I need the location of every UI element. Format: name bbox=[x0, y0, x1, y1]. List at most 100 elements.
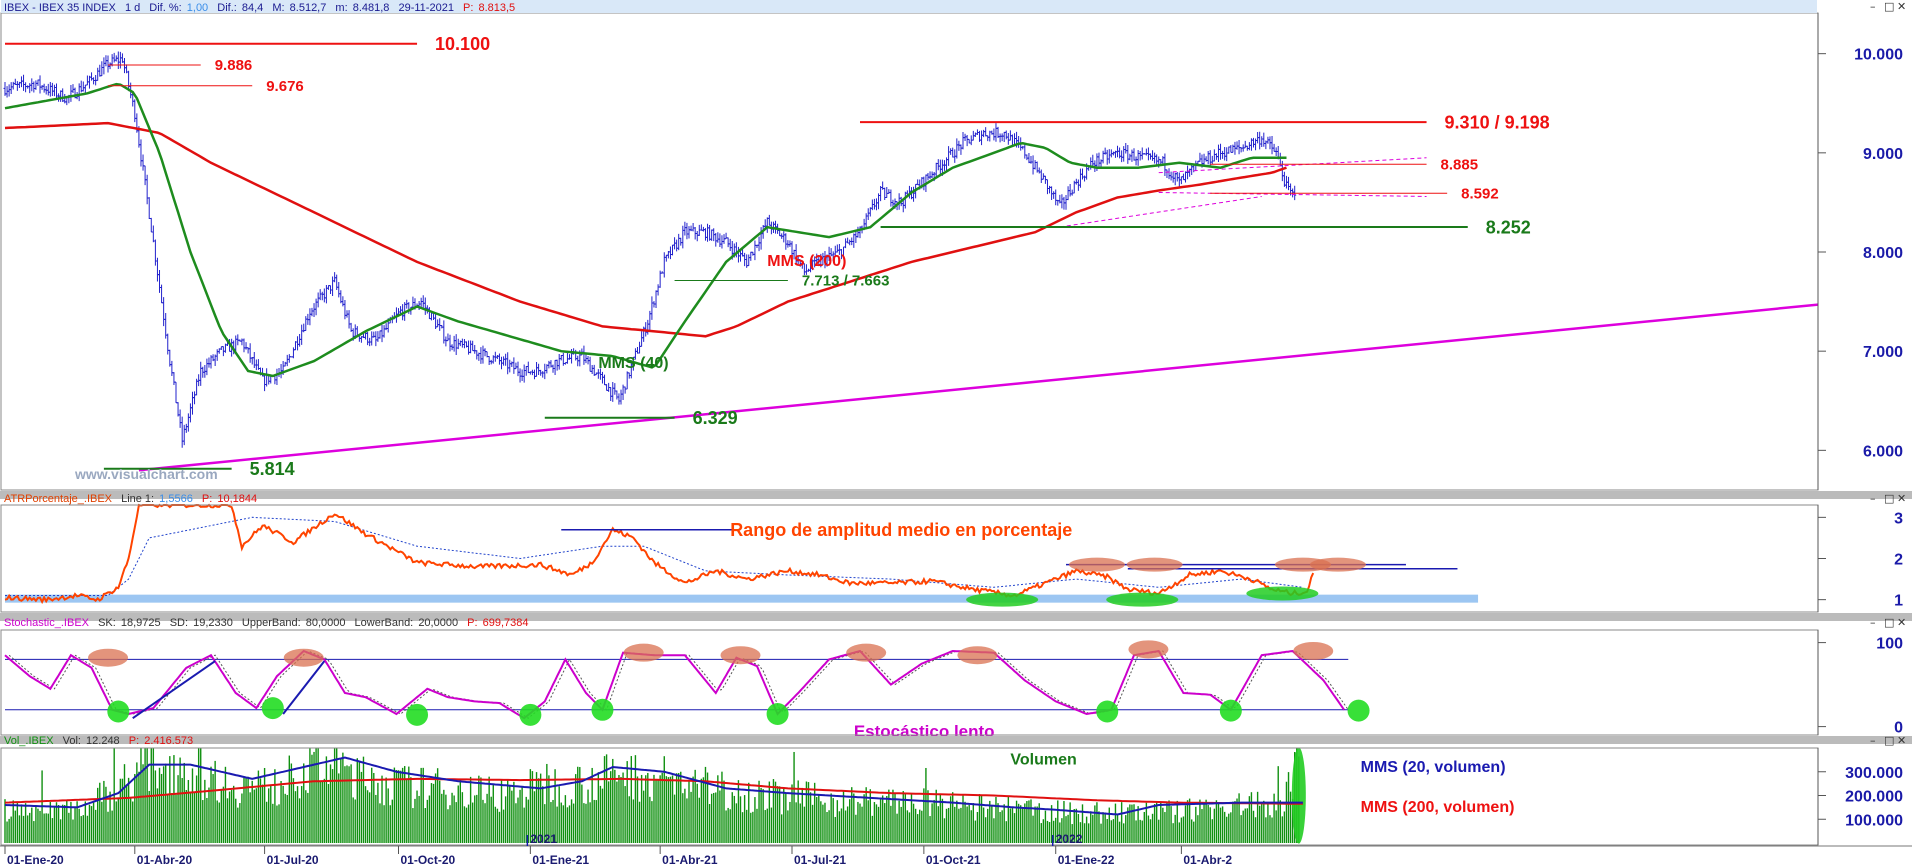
ohlc-bar bbox=[296, 336, 300, 351]
ohlc-bar bbox=[514, 362, 518, 370]
stoch-close-button[interactable]: ✕ bbox=[1897, 616, 1907, 629]
ohlc-bar bbox=[77, 83, 81, 102]
price-header: IBEX - IBEX 35 INDEX 1 d Dif. %: 1,00 Di… bbox=[4, 2, 515, 14]
ohlc-bar bbox=[679, 237, 683, 246]
atr-minimize-button[interactable]: – bbox=[1870, 492, 1876, 505]
stoch-oversold-marker bbox=[1219, 699, 1242, 722]
stoch-sk-line bbox=[4, 649, 1345, 720]
period: 1 d bbox=[125, 2, 140, 14]
ohlc-bar bbox=[1212, 149, 1216, 162]
ohlc-bar bbox=[376, 331, 380, 342]
atr-header: ATRPorcentaje_.IBEX Line 1: 1,5566 P: 10… bbox=[4, 493, 257, 505]
stoch-oversold-marker bbox=[766, 703, 789, 725]
stoch-restore-button[interactable]: □ bbox=[1884, 616, 1895, 629]
ohlc-bar bbox=[310, 307, 314, 317]
ohlc-bar bbox=[1074, 178, 1078, 185]
ohlc-bar bbox=[1171, 172, 1175, 183]
ohlc-bar bbox=[695, 231, 699, 242]
price-restore-button[interactable]: □ bbox=[1884, 0, 1895, 13]
level-label: 10.100 bbox=[435, 34, 490, 54]
ohlc-bar bbox=[520, 369, 524, 381]
stoch-p-value: 699,7384 bbox=[483, 617, 529, 629]
stoch-sd-value: 19,2330 bbox=[193, 617, 233, 629]
vol-minimize-button[interactable]: – bbox=[1870, 734, 1876, 747]
ohlc-bar bbox=[240, 338, 244, 346]
ohlc-bar bbox=[1017, 136, 1021, 148]
ohlc-bar bbox=[508, 359, 512, 373]
ohlc-bar bbox=[1031, 155, 1035, 175]
stoch-lb-value: 20,0000 bbox=[418, 617, 458, 629]
price-panel[interactable]: 6.000 7.000 8.000 9.000 10.000 10.100 9.886 9.6… bbox=[3, 34, 1904, 479]
min-label: m: bbox=[335, 2, 347, 14]
ohlc-bar bbox=[662, 252, 666, 278]
ohlc-bar bbox=[654, 290, 658, 309]
ohlc-bar bbox=[1118, 147, 1122, 159]
ohlc-bar bbox=[957, 140, 961, 151]
ohlc-bar bbox=[495, 355, 499, 360]
ohlc-bar bbox=[52, 84, 56, 97]
ohlc-bar bbox=[98, 64, 102, 77]
ohlc-bar bbox=[664, 254, 668, 262]
ohlc-bar bbox=[1210, 155, 1214, 165]
level-label: 9.310 / 9.198 bbox=[1445, 112, 1550, 132]
atr-restore-button[interactable]: □ bbox=[1884, 492, 1895, 505]
ohlc-bar bbox=[100, 61, 104, 77]
atr-panel[interactable]: 1 2 3 Rango de amplitud medio en porcentaje bbox=[4, 503, 1903, 610]
ohlc-bar bbox=[374, 331, 378, 347]
ohlc-bar bbox=[265, 368, 269, 387]
ohlc-bar bbox=[605, 384, 609, 391]
price-close-button[interactable]: ✕ bbox=[1897, 0, 1907, 13]
ohlc-bar bbox=[751, 251, 755, 256]
ohlc-bar bbox=[582, 345, 586, 365]
volume-axis-tick-label: 100.000 bbox=[1845, 812, 1903, 829]
volume-panel[interactable]: 100.000 200.000 300.000 Volumen MMS (20, vol… bbox=[4, 747, 1903, 844]
price-minimize-button[interactable]: – bbox=[1870, 0, 1876, 13]
ohlc-bar bbox=[1105, 149, 1109, 165]
ohlc-bar bbox=[687, 226, 691, 239]
ohlc-bar bbox=[320, 291, 324, 301]
ohlc-bar bbox=[753, 240, 757, 261]
ohlc-bar bbox=[992, 128, 996, 141]
ohlc-bar bbox=[553, 359, 557, 375]
ohlc-bar bbox=[182, 424, 186, 446]
ohlc-bar bbox=[215, 349, 219, 361]
ohlc-bar bbox=[1124, 143, 1128, 154]
atr-high-marker bbox=[1309, 557, 1366, 572]
ohlc-bar bbox=[90, 72, 94, 81]
ohlc-bar bbox=[1173, 172, 1177, 186]
ohlc-bar bbox=[986, 135, 990, 142]
vol-close-button[interactable]: ✕ bbox=[1897, 734, 1907, 747]
ohlc-bar bbox=[535, 362, 539, 377]
ohlc-bar bbox=[623, 386, 627, 394]
year-marker-label: 2021 bbox=[530, 832, 557, 846]
ohlc-bar bbox=[718, 233, 722, 248]
ohlc-bar bbox=[928, 171, 932, 180]
vol-vol-label: Vol: bbox=[63, 735, 81, 747]
ohlc-bar bbox=[617, 393, 621, 405]
ohlc-bar bbox=[526, 361, 530, 374]
date-axis: 01-Ene-20 01-Abr-20 01-Jul-20 01-Oct-20 01-E… bbox=[0, 832, 1912, 867]
ohlc-bar bbox=[1231, 144, 1235, 153]
ohlc-bar bbox=[1066, 186, 1070, 201]
stoch-minimize-button[interactable]: – bbox=[1870, 616, 1876, 629]
stoch-ub-label: UpperBand: bbox=[242, 617, 301, 629]
ohlc-bar bbox=[1111, 151, 1115, 156]
stoch-name: Stochastic_.IBEX bbox=[4, 617, 90, 629]
ohlc-bar bbox=[1144, 148, 1148, 156]
ohlc-bar bbox=[866, 208, 870, 221]
atr-close-button[interactable]: ✕ bbox=[1897, 492, 1907, 505]
vol-header: Vol_.IBEX Vol: 12.248 P: 2.416.573 bbox=[4, 735, 193, 747]
ohlc-bar bbox=[1167, 168, 1171, 180]
ohlc-bar bbox=[1169, 171, 1173, 181]
vol-restore-button[interactable]: □ bbox=[1884, 734, 1895, 747]
ohlc-bar bbox=[479, 347, 483, 364]
ohlc-bar bbox=[532, 369, 536, 380]
stoch-lb-label: LowerBand: bbox=[355, 617, 414, 629]
atr-line bbox=[4, 503, 1315, 605]
ohlc-bar bbox=[1122, 146, 1126, 162]
ohlc-bar bbox=[446, 333, 450, 342]
ohlc-bar bbox=[537, 363, 541, 376]
ohlc-bar bbox=[710, 229, 714, 241]
